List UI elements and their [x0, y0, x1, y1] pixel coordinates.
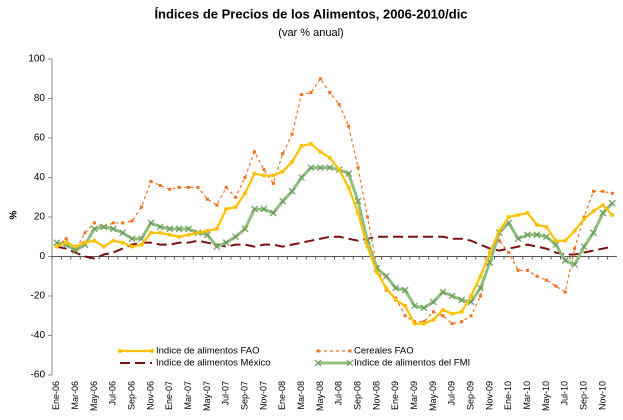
x-tick-label: Nov-10 — [597, 381, 607, 410]
y-tick-label: 100 — [28, 54, 45, 65]
x-tick-label: Nov-07 — [258, 381, 268, 410]
y-tick-label: -60 — [31, 370, 46, 381]
y-axis-label: % — [9, 210, 20, 219]
legend-label: Indice de alimentos del FMI — [354, 358, 470, 369]
x-tick-label: Sep-09 — [465, 381, 475, 410]
series-line — [55, 77, 614, 326]
x-tick-label: Mar-07 — [183, 381, 193, 410]
y-tick-label: 0 — [39, 251, 45, 262]
x-tick-label: Ene-07 — [164, 381, 174, 410]
x-tick-label: Jul-07 — [221, 381, 231, 406]
x-tick-label: Ene-08 — [277, 381, 287, 410]
x-tick-label: Nov-08 — [371, 381, 381, 410]
x-tick-label: Nov-06 — [145, 381, 155, 410]
chart-subtitle: (var % anual) — [278, 27, 343, 39]
x-tick-label: May-07 — [202, 381, 212, 411]
legend: Indice de alimentos FAO Cereales FAOIndic… — [118, 344, 498, 372]
x-tick-label: Ene-09 — [390, 381, 400, 410]
x-tick-label: Jul-10 — [560, 381, 570, 406]
x-tick-label: Ene-10 — [503, 381, 513, 410]
y-tick-label: 20 — [34, 212, 46, 223]
y-tick-label: -20 — [31, 291, 46, 302]
x-tick-label: Sep-07 — [239, 381, 249, 410]
x-tick-label: May-10 — [541, 381, 551, 411]
legend-box — [118, 344, 498, 372]
y-tick-label: 60 — [34, 133, 46, 144]
x-tick-label: Jul-06 — [108, 381, 118, 406]
x-tick-label: Mar-10 — [522, 381, 532, 410]
x-tick-label: Jul-09 — [447, 381, 457, 406]
x-tick-label: Mar-06 — [70, 381, 80, 410]
x-tick-label: Sep-10 — [578, 381, 588, 410]
x-tick-label: Sep-08 — [352, 381, 362, 410]
x-tick-label: Sep-06 — [126, 381, 136, 410]
x-tick-label: Mar-08 — [296, 381, 306, 410]
legend-label: Indice de alimentos México — [156, 358, 271, 369]
y-tick-label: 80 — [34, 93, 46, 104]
x-tick-label: Ene-06 — [51, 381, 61, 410]
chart-title: Índices de Precios de los Alimentos, 200… — [154, 6, 467, 21]
series-line — [54, 141, 615, 326]
x-tick-label: May-08 — [315, 381, 325, 411]
x-tick-label: Jul-08 — [334, 381, 344, 406]
legend-label: Indice de alimentos FAO — [156, 346, 260, 357]
y-tick-label: 40 — [34, 172, 46, 183]
x-tick-label: May-09 — [428, 381, 438, 411]
x-tick-label: May-06 — [89, 381, 99, 411]
x-tick-label: Nov-09 — [484, 381, 494, 410]
x-tick-label: Mar-09 — [409, 381, 419, 410]
legend-label: Cereales FAO — [354, 346, 414, 357]
y-tick-label: -40 — [31, 330, 46, 341]
